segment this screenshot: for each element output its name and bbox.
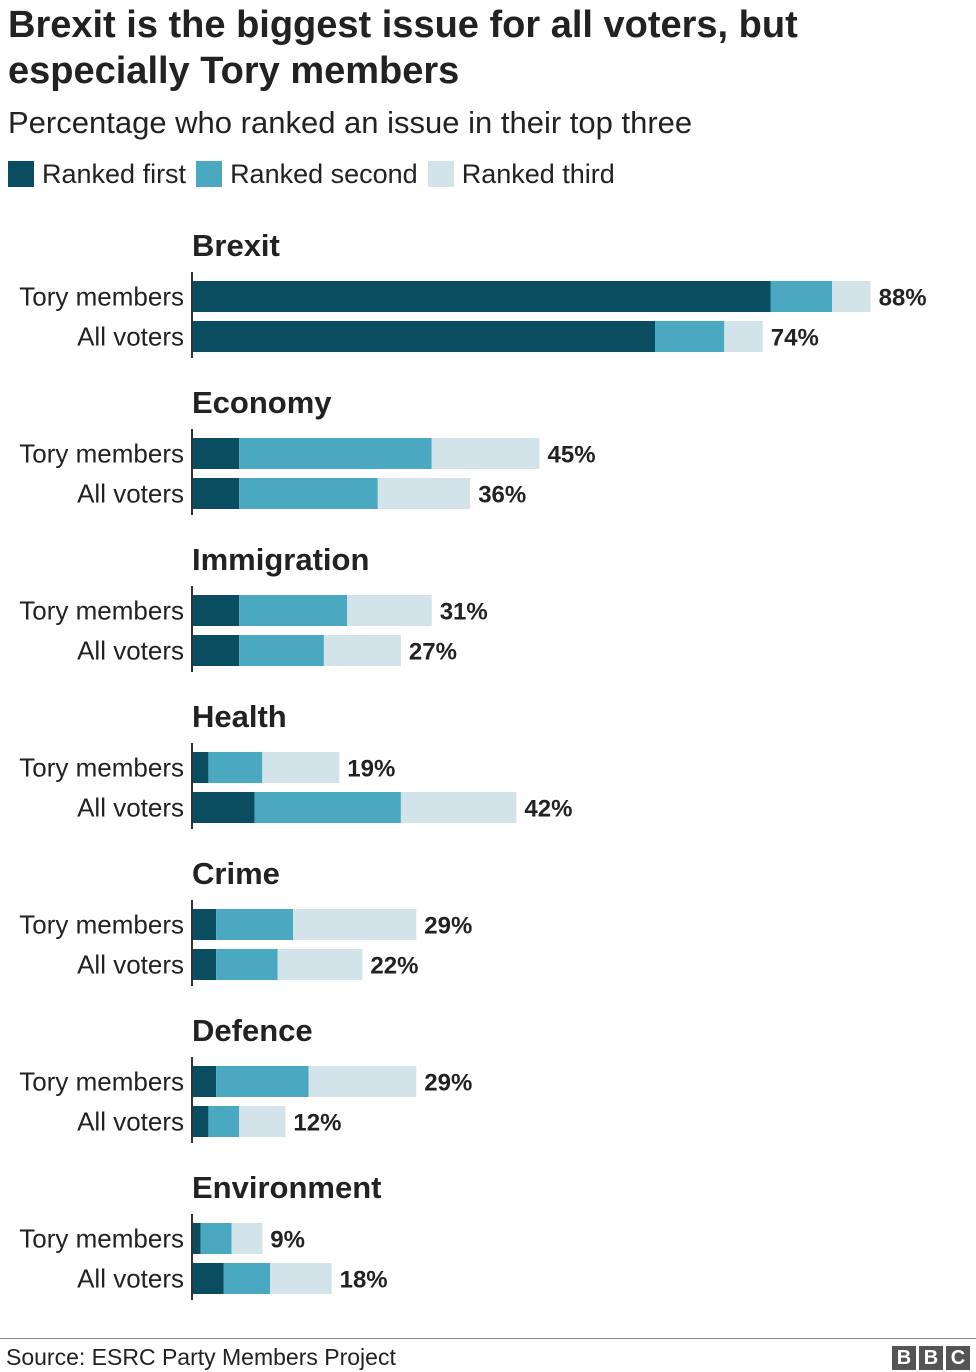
legend-swatch-ranked-second	[196, 161, 223, 187]
total-label: 42%	[524, 796, 572, 823]
chart-title: Brexit is the biggest issue for all vote…	[8, 4, 798, 92]
row-label-all-voters: All voters	[77, 479, 184, 509]
row-label-tory-members: Tory members	[19, 1067, 184, 1097]
legend-label-ranked-third: Ranked third	[461, 158, 615, 189]
bar-segment-ranked-second	[208, 752, 263, 783]
bar-segment-ranked-first	[193, 478, 240, 509]
total-label: 12%	[293, 1110, 341, 1137]
bar-segment-ranked-second	[239, 595, 347, 626]
issue-heading-immigration: Immigration	[192, 542, 369, 577]
bar-segment-ranked-first	[193, 438, 240, 469]
bar-segment-ranked-third	[377, 478, 471, 509]
total-label: 31%	[440, 599, 488, 626]
total-label: 74%	[771, 325, 819, 352]
bar-segment-ranked-second	[216, 1066, 309, 1097]
legend-swatch-ranked-third	[427, 161, 454, 187]
bar-chart: Brexit Tory members 88% All voters 74% Econom…	[19, 228, 927, 1300]
bar-segment-ranked-third	[832, 281, 871, 312]
legend-label-ranked-second: Ranked second	[230, 158, 418, 189]
bbc-logo-letter: C	[946, 1346, 970, 1370]
bar-segment-ranked-third	[724, 321, 763, 352]
total-label: 27%	[409, 639, 457, 666]
total-label: 29%	[424, 913, 472, 940]
legend: Ranked first Ranked second Ranked third	[8, 158, 625, 190]
bar-segment-ranked-first	[193, 752, 209, 783]
row-label-all-voters: All voters	[77, 793, 184, 823]
bar-segment-ranked-third	[431, 438, 540, 469]
row-label-all-voters: All voters	[77, 1264, 184, 1294]
legend-swatch-ranked-first	[8, 161, 34, 187]
bar-segment-ranked-first	[193, 635, 240, 666]
legend-item-ranked-first: Ranked first	[8, 159, 186, 190]
total-label: 19%	[347, 756, 395, 783]
bar-segment-ranked-second	[223, 1263, 270, 1294]
total-label: 29%	[424, 1070, 472, 1097]
bar-segment-ranked-third	[293, 909, 417, 940]
total-label: 18%	[340, 1267, 388, 1294]
bbc-logo-letter: B	[919, 1346, 943, 1370]
bar-segment-ranked-first	[193, 1106, 209, 1137]
bar-segment-ranked-first	[193, 792, 255, 823]
bar-segment-ranked-first	[193, 1223, 201, 1254]
bar-segment-ranked-second	[200, 1223, 232, 1254]
bar-segment-ranked-second	[239, 635, 324, 666]
bar-segment-ranked-first	[193, 949, 217, 980]
bar-segment-ranked-third	[400, 792, 517, 823]
issue-heading-defence: Defence	[192, 1013, 313, 1048]
row-label-all-voters: All voters	[77, 1107, 184, 1137]
total-label: 88%	[879, 285, 927, 312]
bbc-logo-letter: B	[892, 1346, 916, 1370]
legend-item-ranked-second: Ranked second	[196, 159, 418, 190]
total-label: 36%	[478, 482, 526, 509]
total-label: 22%	[370, 953, 418, 980]
bar-segment-ranked-third	[323, 635, 401, 666]
bar-segment-ranked-third	[270, 1263, 332, 1294]
source-divider	[0, 1338, 976, 1339]
total-label: 9%	[270, 1227, 305, 1254]
bar-segment-ranked-first	[193, 909, 217, 940]
issue-heading-health: Health	[192, 699, 287, 734]
bar-segment-ranked-third	[347, 595, 432, 626]
bbc-logo: B B C	[889, 1346, 970, 1370]
row-label-tory-members: Tory members	[19, 282, 184, 312]
chart-subtitle: Percentage who ranked an issue in their …	[8, 105, 693, 140]
bar-segment-ranked-third	[308, 1066, 417, 1097]
bar-segment-ranked-second	[239, 478, 378, 509]
row-label-tory-members: Tory members	[19, 439, 184, 469]
bar-segment-ranked-third	[239, 1106, 286, 1137]
row-label-tory-members: Tory members	[19, 1224, 184, 1254]
bar-segment-ranked-first	[193, 1263, 224, 1294]
bar-segment-ranked-second	[216, 909, 294, 940]
bar-segment-ranked-first	[193, 595, 240, 626]
bar-segment-ranked-second	[239, 438, 432, 469]
legend-label-ranked-first: Ranked first	[42, 158, 187, 189]
bar-segment-ranked-second	[254, 792, 401, 823]
row-label-tory-members: Tory members	[19, 596, 184, 626]
bar-segment-ranked-second	[208, 1106, 240, 1137]
bar-segment-ranked-first	[193, 281, 771, 312]
issue-heading-environment: Environment	[192, 1170, 381, 1205]
row-label-all-voters: All voters	[77, 322, 184, 352]
row-label-all-voters: All voters	[77, 636, 184, 666]
bar-segment-ranked-first	[193, 1066, 217, 1097]
issue-heading-crime: Crime	[192, 856, 280, 891]
row-label-tory-members: Tory members	[19, 753, 184, 783]
legend-item-ranked-third: Ranked third	[427, 158, 615, 190]
bar-segment-ranked-third	[231, 1223, 263, 1254]
bar-segment-ranked-first	[193, 321, 655, 352]
bar-segment-ranked-third	[277, 949, 363, 980]
row-label-tory-members: Tory members	[19, 910, 184, 940]
bar-segment-ranked-second	[216, 949, 278, 980]
bar-segment-ranked-second	[655, 321, 725, 352]
issue-heading-brexit: Brexit	[192, 228, 280, 263]
source-note: Source: ESRC Party Members Project	[6, 1344, 396, 1370]
row-label-all-voters: All voters	[77, 950, 184, 980]
bar-segment-ranked-third	[262, 752, 340, 783]
total-label: 45%	[548, 442, 596, 469]
bar-segment-ranked-second	[770, 281, 833, 312]
issue-heading-economy: Economy	[192, 385, 332, 420]
